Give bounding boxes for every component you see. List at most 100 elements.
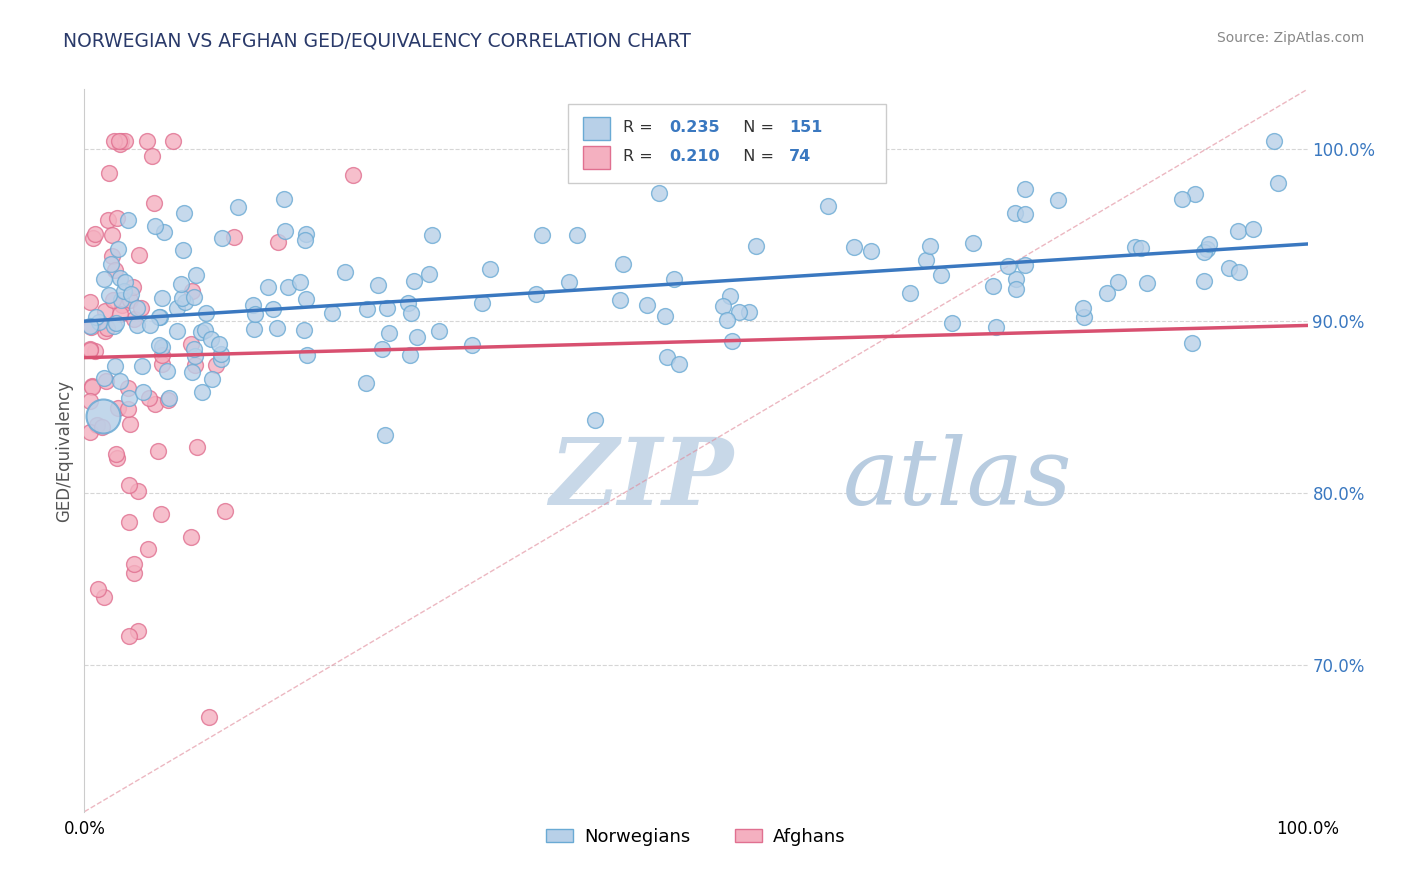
Point [93,590,115,604]
Point [118,391,141,405]
Point [204,359,226,373]
FancyBboxPatch shape [583,145,610,169]
Point [110,293,132,307]
Text: 74: 74 [789,149,811,164]
Point [120,287,142,301]
Point [190,385,212,400]
Point [1123,240,1146,254]
Point [103,134,125,148]
Point [91,409,114,423]
Point [86,418,108,433]
Point [104,263,127,277]
Point [224,229,246,244]
Point [208,337,231,351]
Point [200,332,222,346]
Point [129,301,152,316]
Point [156,364,179,378]
Point [399,306,422,320]
Point [460,338,482,352]
Point [404,274,426,288]
Point [101,248,124,262]
Point [79,319,101,334]
Point [297,348,319,362]
Point [117,402,139,417]
Point [97,166,120,180]
Point [195,306,218,320]
Point [333,265,356,279]
Point [962,235,984,250]
Point [186,440,208,454]
Text: 0.235: 0.235 [669,120,720,135]
Point [636,298,658,312]
Point [609,293,631,307]
Text: R =: R = [623,120,658,135]
Point [941,316,963,330]
FancyBboxPatch shape [568,103,886,183]
Point [108,137,131,152]
Point [128,248,150,262]
Point [118,293,141,307]
Point [84,344,107,359]
Point [148,310,170,325]
Text: N =: N = [733,120,779,135]
Point [84,310,107,324]
Point [211,231,233,245]
Point [97,288,120,302]
Point [139,318,162,332]
Point [108,307,131,321]
Point [108,271,131,285]
Point [143,196,166,211]
Point [184,358,207,372]
Point [262,302,284,317]
Point [150,291,173,305]
Point [166,325,188,339]
Point [136,541,159,556]
Point [138,391,160,405]
Point [1107,275,1129,289]
Point [375,301,398,315]
Point [179,530,201,544]
Point [122,280,145,294]
Point [1218,261,1240,276]
Point [114,275,136,289]
Point [93,272,115,286]
Point [122,566,145,580]
Point [981,279,1004,293]
Point [80,379,103,393]
Point [1227,224,1250,238]
Point [173,206,195,220]
Point [201,372,224,386]
Point [127,483,149,498]
Point [101,293,124,307]
Point [648,186,671,200]
Point [565,228,588,243]
Point [294,292,316,306]
Point [277,280,299,294]
Point [143,219,166,234]
Point [170,291,193,305]
Point [292,323,315,337]
Point [91,420,114,434]
Point [288,275,311,289]
Text: Source: ZipAtlas.com: Source: ZipAtlas.com [1216,31,1364,45]
Point [929,268,952,282]
Point [396,296,419,310]
Point [1005,282,1028,296]
Text: atlas: atlas [842,434,1073,524]
Point [117,212,139,227]
Point [181,365,204,379]
Point [1194,244,1216,259]
Point [1095,285,1118,300]
Point [321,306,343,320]
Point [700,163,723,178]
Point [186,268,208,282]
Point [79,295,101,310]
Point [110,298,132,312]
Point [842,240,865,254]
Point [104,317,127,331]
Point [997,259,1019,273]
Point [131,359,153,374]
Point [108,374,131,388]
Point [150,341,173,355]
Point [1073,310,1095,324]
